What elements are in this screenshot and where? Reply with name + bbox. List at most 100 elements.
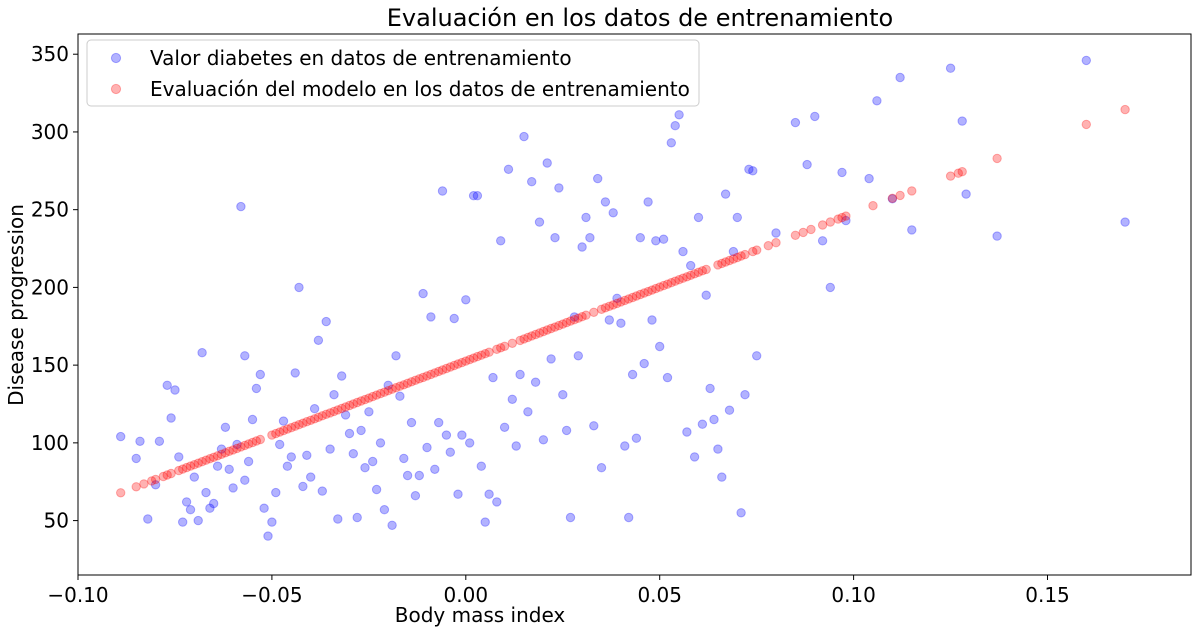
data-point-red	[406, 377, 417, 387]
data-point-red	[333, 405, 343, 415]
data-point-red	[953, 168, 963, 178]
data-point-blue	[166, 413, 176, 423]
data-point-blue	[434, 417, 444, 428]
data-point-red	[624, 294, 634, 304]
data-point-blue	[616, 318, 626, 328]
data-point-blue	[236, 201, 246, 212]
data-point-red	[344, 400, 355, 411]
data-point-red	[317, 411, 327, 421]
data-point-blue	[577, 242, 587, 252]
data-point-red	[472, 351, 483, 362]
data-point-blue	[624, 512, 634, 523]
data-point-red	[139, 479, 149, 489]
data-point-blue	[484, 489, 494, 499]
data-point-red	[228, 445, 238, 455]
data-point-red	[895, 190, 905, 201]
data-point-blue	[441, 430, 452, 440]
data-point-blue	[701, 290, 711, 300]
data-point-red	[476, 350, 486, 360]
data-point-blue	[306, 472, 316, 482]
data-point-blue	[162, 380, 172, 390]
data-point-red	[131, 482, 141, 492]
data-point-blue	[488, 372, 498, 383]
data-point-blue	[511, 441, 521, 451]
data-point-blue	[558, 390, 568, 400]
data-point-blue	[402, 470, 413, 481]
data-point-blue	[317, 486, 327, 496]
data-point-red	[162, 470, 172, 480]
data-point-blue	[492, 497, 502, 507]
data-point-blue	[705, 383, 715, 394]
data-point-blue	[220, 422, 231, 432]
data-point-blue	[240, 351, 250, 361]
data-point-blue	[437, 186, 448, 196]
data-point-blue	[391, 351, 401, 361]
data-point-red	[798, 227, 808, 238]
data-point-blue	[507, 394, 517, 404]
legend-box	[86, 39, 700, 107]
data-point-red	[216, 449, 227, 459]
data-point-blue	[302, 450, 312, 460]
y-axis: 50 100 150 200 250 300 350	[31, 42, 78, 533]
data-point-red	[313, 412, 324, 422]
data-point-red	[647, 285, 657, 295]
data-point-blue	[364, 407, 374, 417]
data-point-blue	[178, 517, 188, 527]
data-point-red	[655, 282, 665, 292]
data-point-red	[713, 260, 723, 270]
data-point-blue	[325, 444, 335, 454]
data-point-blue	[135, 436, 145, 446]
data-point-red	[701, 264, 711, 275]
data-point-red	[635, 289, 645, 300]
data-point-blue	[585, 233, 595, 243]
data-point-blue	[709, 414, 719, 425]
data-point-red	[589, 307, 599, 317]
data-point-blue	[604, 315, 614, 325]
data-point-red	[209, 452, 219, 462]
data-point-blue	[465, 438, 475, 448]
data-point-red	[247, 437, 258, 448]
data-point-red	[360, 394, 370, 405]
data-point-red	[620, 295, 630, 306]
data-point-blue	[278, 416, 289, 426]
data-point-blue	[383, 380, 393, 390]
data-point-blue	[309, 404, 320, 414]
data-point-red	[546, 323, 556, 334]
data-point-red	[371, 390, 382, 400]
data-point-blue	[608, 208, 618, 218]
data-point-red	[302, 417, 312, 427]
data-point-red	[612, 298, 622, 309]
data-point-blue	[150, 480, 161, 490]
data-point-red	[515, 335, 525, 346]
data-point-blue	[658, 234, 669, 244]
data-point-red	[437, 365, 448, 375]
data-point-blue	[662, 372, 673, 383]
data-point-blue	[496, 236, 506, 246]
data-point-red	[689, 269, 700, 279]
data-point-blue	[550, 233, 560, 243]
data-point-red	[453, 359, 463, 369]
y-tick-label: 250	[31, 198, 69, 222]
data-point-blue	[418, 288, 428, 299]
data-point-blue	[212, 461, 223, 471]
data-point-red	[294, 420, 304, 430]
data-point-blue	[174, 452, 184, 462]
data-point-red	[616, 297, 626, 307]
data-point-red	[275, 427, 285, 437]
data-point-blue	[499, 422, 510, 432]
data-point-red	[282, 424, 293, 434]
data-point-blue	[720, 189, 731, 199]
data-point-red	[771, 238, 781, 248]
data-point-blue	[337, 371, 347, 381]
y-tick-label: 150	[31, 353, 69, 377]
data-point-blue	[534, 217, 545, 227]
data-point-blue	[581, 212, 591, 223]
legend-entry-0: Valor diabetes en datos de entrenamiento	[150, 46, 572, 70]
data-point-blue	[643, 197, 653, 207]
data-point-red	[271, 428, 281, 439]
data-point-blue	[240, 475, 250, 485]
data-point-blue	[251, 383, 262, 394]
data-point-blue	[340, 410, 351, 420]
data-point-blue	[263, 531, 273, 541]
data-point-blue	[631, 433, 642, 443]
